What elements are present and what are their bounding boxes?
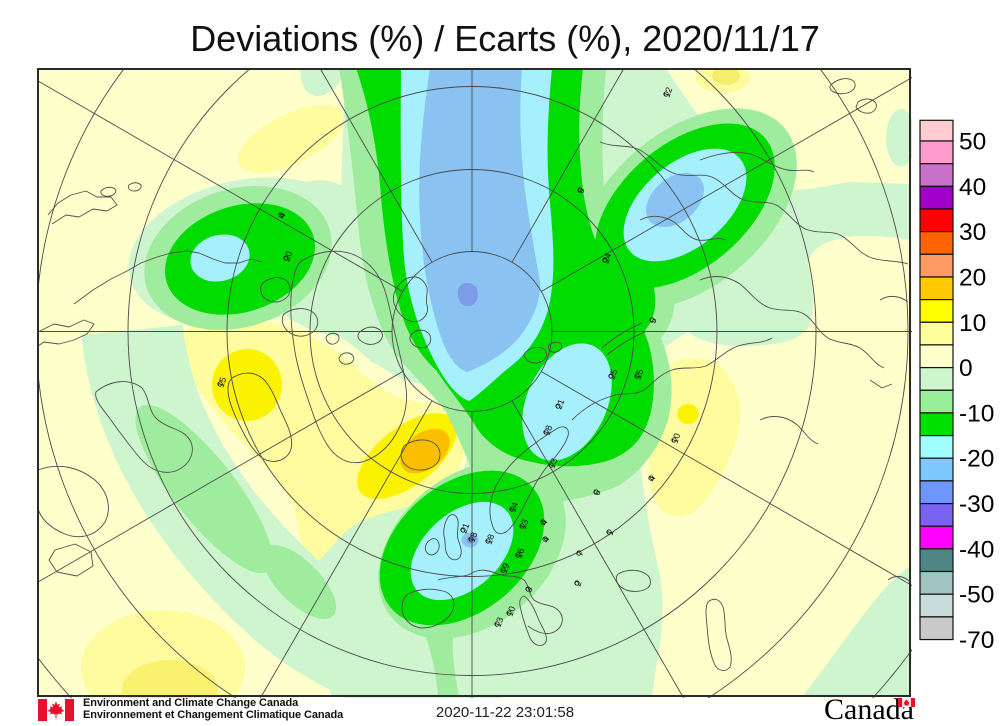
svg-text:14: 14 [507, 501, 520, 514]
svg-text:6: 6 [575, 187, 586, 195]
svg-text:13: 13 [546, 457, 559, 470]
svg-text:13: 13 [517, 518, 530, 531]
svg-text:16: 16 [513, 547, 526, 560]
svg-text:10: 10 [959, 310, 986, 337]
svg-text:10: 10 [504, 605, 517, 618]
svg-text:25: 25 [606, 368, 619, 381]
svg-text:18: 18 [466, 531, 479, 544]
svg-text:4: 4 [538, 519, 549, 527]
svg-text:12: 12 [661, 86, 674, 99]
svg-text:10: 10 [669, 432, 682, 445]
svg-text:6: 6 [591, 489, 602, 497]
svg-text:4: 4 [540, 536, 551, 544]
svg-text:18: 18 [483, 533, 496, 546]
svg-text:15: 15 [632, 368, 645, 381]
svg-text:4: 4 [276, 212, 287, 220]
svg-text:20: 20 [959, 265, 986, 292]
svg-text:50: 50 [959, 129, 986, 156]
svg-text:2: 2 [572, 580, 583, 588]
svg-text:30: 30 [959, 219, 986, 246]
svg-text:4: 4 [646, 475, 657, 483]
svg-text:5: 5 [647, 317, 658, 325]
svg-text:15: 15 [215, 376, 228, 389]
svg-text:18: 18 [541, 424, 554, 437]
svg-text:-50: -50 [959, 582, 994, 609]
svg-text:-70: -70 [959, 627, 994, 650]
svg-text:-40: -40 [959, 536, 994, 563]
svg-text:21: 21 [458, 522, 471, 535]
svg-text:7: 7 [574, 550, 585, 558]
svg-text:40: 40 [959, 174, 986, 201]
svg-text:13: 13 [492, 616, 505, 629]
svg-text:24: 24 [600, 252, 613, 265]
svg-text:0: 0 [959, 355, 973, 382]
svg-text:-20: -20 [959, 446, 994, 473]
svg-text:3: 3 [523, 586, 534, 594]
svg-text:19: 19 [498, 562, 511, 575]
svg-text:21: 21 [553, 398, 566, 411]
svg-text:1: 1 [604, 529, 615, 537]
svg-text:-10: -10 [959, 400, 994, 427]
svg-text:20: 20 [281, 250, 294, 263]
svg-text:-30: -30 [959, 491, 994, 518]
